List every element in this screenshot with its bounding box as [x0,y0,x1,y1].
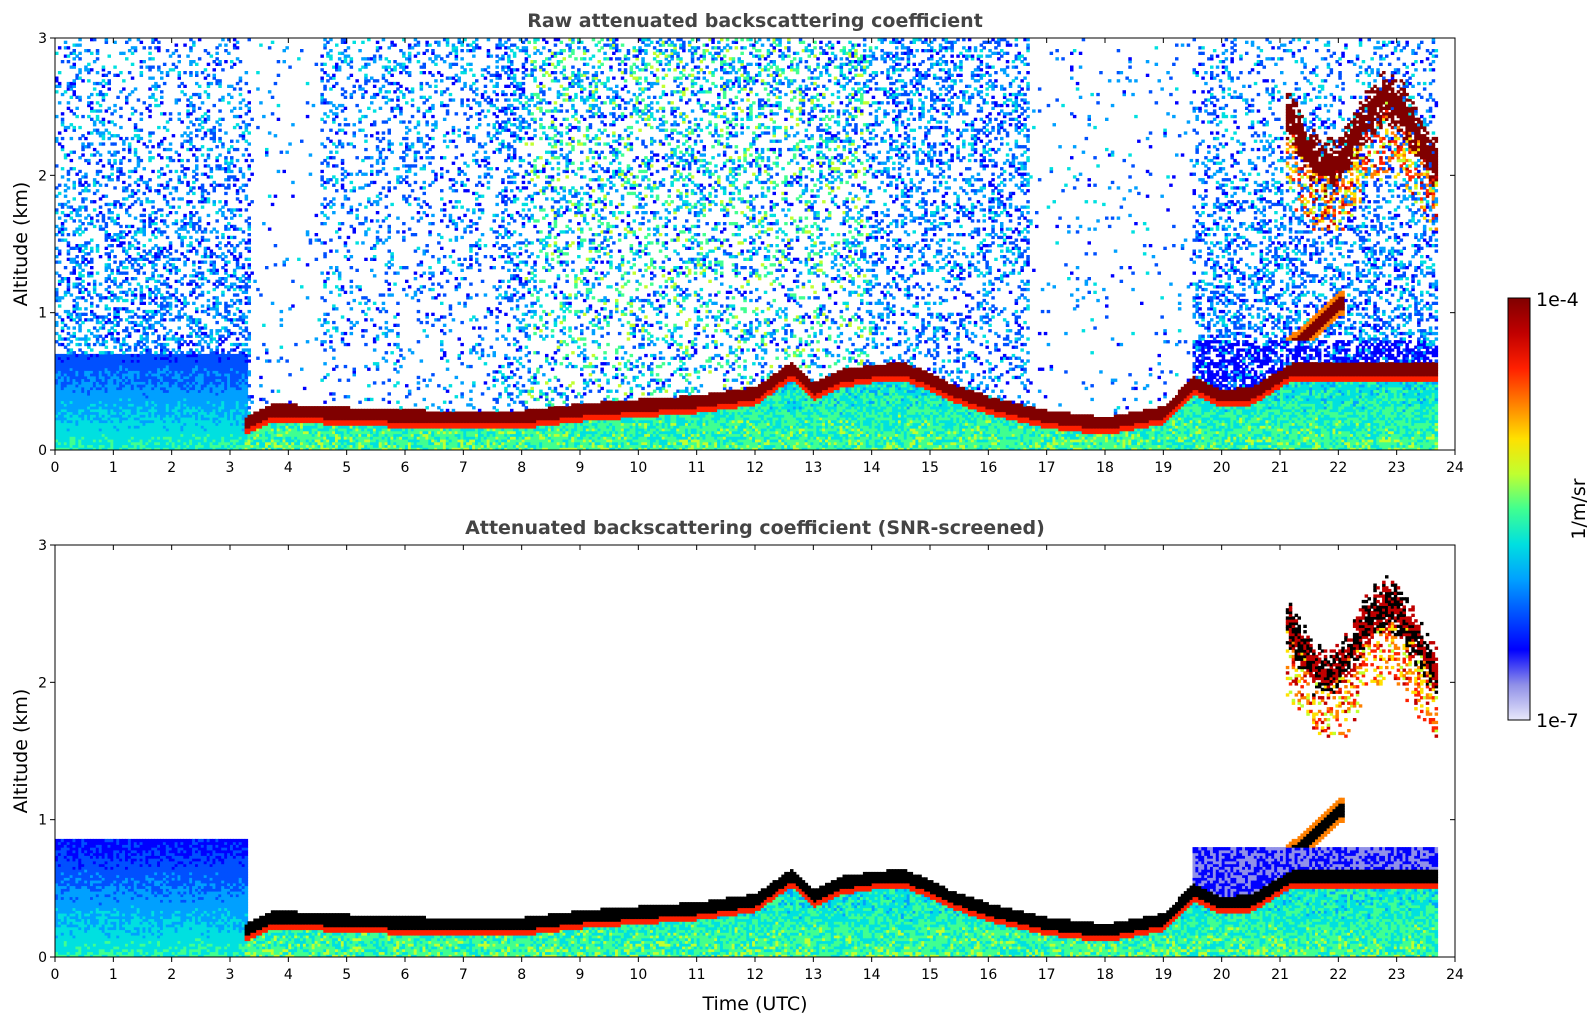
x-tick-label: 18 [1096,967,1114,983]
x-tick-label: 11 [688,967,706,983]
y-tick-label: 2 [38,168,47,184]
x-tick-label: 12 [746,460,764,476]
x-tick-label: 10 [629,967,647,983]
panel-screened-y-ticks: 0 1 2 3 [38,538,1455,966]
x-tick-label: 0 [51,460,60,476]
y-tick-label: 0 [38,950,47,966]
panel-screened-title: Attenuated backscattering coefficient (S… [465,517,1045,539]
x-tick-label: 7 [459,460,468,476]
x-tick-label: 1 [109,460,118,476]
x-tick-label: 24 [1446,460,1464,476]
x-tick-label: 22 [1329,967,1347,983]
x-tick-label: 6 [401,460,410,476]
x-tick-label: 13 [804,460,822,476]
x-tick-label: 16 [979,967,997,983]
x-tick-label: 19 [1154,460,1172,476]
x-tick-label: 17 [1038,967,1056,983]
x-tick-label: 20 [1213,460,1231,476]
panel-screened-heatmap [55,575,1439,957]
x-tick-label: 5 [342,967,351,983]
x-tick-label: 8 [517,967,526,983]
x-tick-label: 19 [1154,967,1172,983]
x-tick-label: 13 [804,967,822,983]
colorbar-max-label: 1e-4 [1536,289,1579,311]
x-tick-label: 20 [1213,967,1231,983]
x-tick-label: 4 [284,460,293,476]
y-tick-label: 0 [38,443,47,459]
x-tick-label: 18 [1096,460,1114,476]
x-tick-label: 8 [517,460,526,476]
y-tick-label: 2 [38,675,47,691]
x-tick-label: 10 [629,460,647,476]
y-tick-label: 3 [38,538,47,554]
x-tick-label: 3 [226,460,235,476]
x-tick-label: 2 [167,967,176,983]
colorbar-label: 1/m/sr [1568,478,1590,539]
y-tick-label: 3 [38,31,47,47]
x-tick-label: 7 [459,967,468,983]
x-tick-label: 14 [863,460,881,476]
x-tick-label: 23 [1388,967,1406,983]
x-tick-label: 14 [863,967,881,983]
x-tick-label: 23 [1388,460,1406,476]
x-tick-label: 24 [1446,967,1464,983]
x-tick-label: 2 [167,460,176,476]
x-tick-label: 15 [921,967,939,983]
x-tick-label: 0 [51,967,60,983]
panel-raw-y-ticks: 0 1 2 3 [38,31,1455,459]
panel-raw-ylabel: Altitude (km) [10,182,32,307]
panel-screened-ylabel: Altitude (km) [10,689,32,814]
y-tick-label: 1 [38,306,47,322]
x-tick-label: 1 [109,967,118,983]
x-axis-label: Time (UTC) [701,993,807,1015]
x-tick-label: 22 [1329,460,1347,476]
panel-raw-title: Raw attenuated backscattering coefficien… [527,10,983,32]
x-tick-label: 21 [1271,460,1289,476]
x-tick-label: 11 [688,460,706,476]
panel-screened-x-ticks: 0 1 2 3 4 5 6 7 8 9 10 11 12 13 14 15 16 17 18 19 20 21 22 23 24 [51,545,1464,983]
panel-raw-x-ticks: 0 1 2 3 4 5 6 7 8 9 10 11 12 13 14 15 16 17 18 19 20 21 22 23 24 [51,38,1464,476]
x-tick-label: 3 [226,967,235,983]
x-tick-label: 17 [1038,460,1056,476]
x-tick-label: 15 [921,460,939,476]
panel-raw-heatmap [55,38,1439,450]
panel-screened: Attenuated backscattering coefficient (S… [10,517,1464,1015]
colorbar: 1e-4 1e-7 1/m/sr [1507,289,1590,732]
x-tick-label: 12 [746,967,764,983]
x-tick-label: 16 [979,460,997,476]
x-tick-label: 6 [401,967,410,983]
x-tick-label: 21 [1271,967,1289,983]
x-tick-label: 9 [576,967,585,983]
colorbar-min-label: 1e-7 [1536,710,1579,732]
x-tick-label: 9 [576,460,585,476]
x-tick-label: 5 [342,460,351,476]
colorbar-gradient [1507,297,1531,721]
x-tick-label: 4 [284,967,293,983]
y-tick-label: 1 [38,813,47,829]
panel-raw: Raw attenuated backscattering coefficien… [10,10,1464,476]
